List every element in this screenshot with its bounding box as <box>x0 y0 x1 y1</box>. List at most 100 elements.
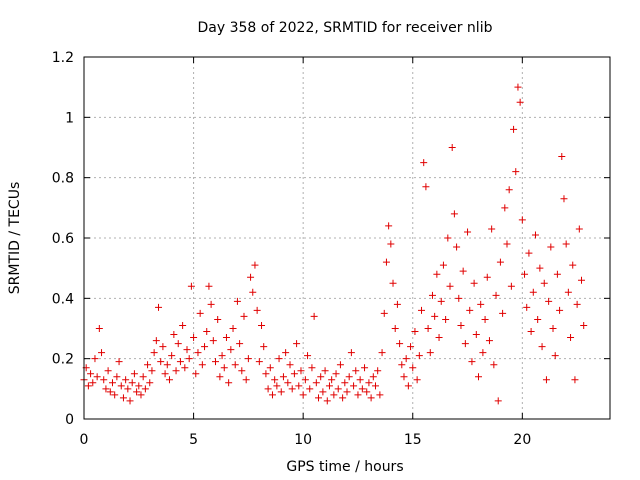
data-point <box>398 361 406 369</box>
data-point <box>185 355 193 363</box>
data-point <box>238 367 246 375</box>
data-point <box>402 355 410 363</box>
data-point <box>347 349 355 357</box>
data-point <box>479 349 487 357</box>
data-point <box>161 370 169 378</box>
data-point <box>271 376 279 384</box>
data-point <box>470 279 478 287</box>
data-point <box>135 382 143 390</box>
data-point <box>87 370 95 378</box>
data-point <box>516 98 524 106</box>
data-point <box>514 83 522 91</box>
data-point <box>356 376 364 384</box>
data-point <box>529 288 537 296</box>
data-point <box>146 379 154 387</box>
data-point <box>284 379 292 387</box>
data-point <box>411 328 419 336</box>
data-point <box>428 291 436 299</box>
data-point <box>282 349 290 357</box>
data-point <box>534 315 542 323</box>
data-point <box>141 385 149 393</box>
data-point <box>321 367 329 375</box>
data-point <box>212 358 219 366</box>
data-point <box>371 382 379 390</box>
data-point <box>475 373 482 381</box>
data-point <box>536 264 544 272</box>
data-point <box>334 385 342 393</box>
data-point <box>251 261 259 269</box>
data-point <box>518 216 526 224</box>
y-tick-label: 0.6 <box>52 231 74 247</box>
data-point <box>413 376 421 384</box>
data-point <box>194 349 202 357</box>
data-point <box>126 397 134 405</box>
data-point <box>367 394 375 402</box>
data-point <box>385 222 393 230</box>
data-point <box>545 297 553 305</box>
data-point <box>459 267 467 275</box>
data-point <box>190 334 198 342</box>
data-point <box>485 337 493 345</box>
x-tick-label: 15 <box>404 432 422 448</box>
data-point <box>521 270 529 278</box>
data-point <box>558 153 566 161</box>
data-point <box>378 349 386 357</box>
data-points <box>80 83 588 405</box>
data-point <box>336 361 344 369</box>
data-point <box>409 364 417 372</box>
data-point <box>527 328 535 336</box>
x-tick-label: 10 <box>294 432 312 448</box>
data-point <box>503 240 511 248</box>
data-point <box>455 294 463 302</box>
data-point <box>578 276 586 284</box>
data-point <box>229 325 237 332</box>
data-point <box>93 373 101 381</box>
data-point <box>499 309 507 317</box>
data-point <box>551 352 559 360</box>
data-point <box>464 228 472 236</box>
data-point <box>260 343 268 351</box>
data-point <box>108 379 116 387</box>
data-point <box>404 382 412 390</box>
data-point <box>396 340 404 348</box>
data-point <box>339 394 347 402</box>
data-point <box>472 331 480 339</box>
data-point <box>345 373 353 381</box>
data-point <box>275 355 283 363</box>
data-point <box>205 282 213 290</box>
data-point <box>288 385 296 393</box>
data-point <box>507 282 515 290</box>
data-point <box>501 204 509 212</box>
y-tick-label: 1 <box>65 110 74 126</box>
data-point <box>580 321 588 329</box>
data-point <box>150 349 158 357</box>
data-point <box>262 370 270 378</box>
data-point <box>457 321 465 329</box>
data-point <box>133 388 141 396</box>
data-point <box>323 397 331 405</box>
data-point <box>255 358 263 366</box>
data-point <box>236 340 244 348</box>
data-point <box>220 364 228 372</box>
data-point <box>512 168 520 176</box>
data-point <box>407 343 415 351</box>
data-point <box>488 225 496 233</box>
data-point <box>494 397 502 405</box>
data-point <box>547 243 555 251</box>
y-tick-label: 0.8 <box>52 171 74 187</box>
data-point <box>553 270 561 278</box>
data-point <box>387 240 395 248</box>
data-point <box>95 325 103 332</box>
data-point <box>433 270 441 278</box>
data-point <box>155 303 163 311</box>
data-point <box>119 394 127 402</box>
data-point <box>128 379 136 387</box>
data-point <box>549 325 557 332</box>
data-point <box>374 367 382 375</box>
data-point <box>124 385 132 393</box>
data-point <box>415 352 423 360</box>
data-point <box>477 300 485 308</box>
data-point <box>295 382 303 390</box>
data-point <box>168 352 176 360</box>
